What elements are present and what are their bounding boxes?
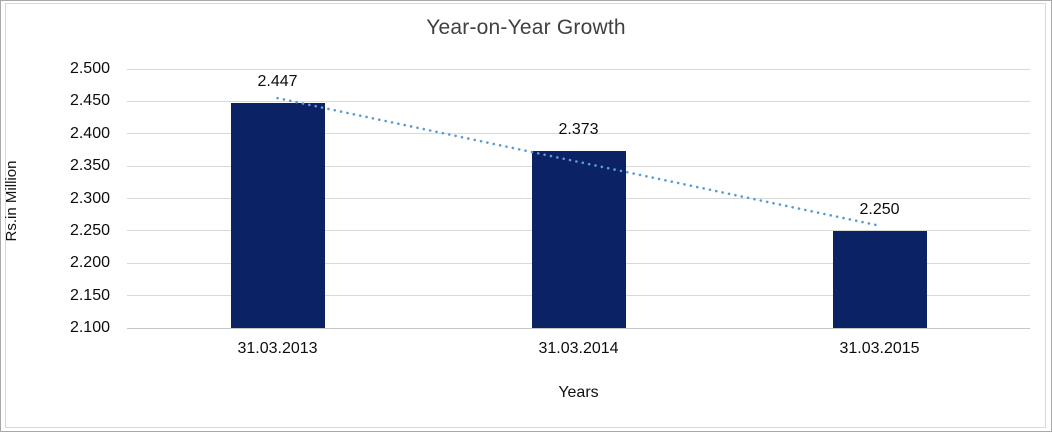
y-tick-label: 2.450 [69,92,110,110]
bar-data-label: 2.447 [257,73,298,91]
y-tick-label: 2.150 [69,286,110,304]
bar-31.03.2014 [531,151,626,328]
x-axis-title: Years [558,384,599,401]
bar-31.03.2015 [832,230,927,328]
y-tick-label: 2.350 [69,157,110,175]
y-tick-label: 2.200 [69,254,110,272]
gridline [127,133,1030,135]
plot-area: 2.447 2.373 2.250 [127,68,1030,329]
y-tick-label: 2.100 [69,319,110,336]
trendline [276,96,881,227]
chart-title: Year-on-Year Growth [426,16,626,39]
bar-data-label: 2.250 [859,200,900,218]
gridline [127,327,1030,329]
y-tick-label: 2.250 [69,221,110,239]
x-category-label: 31.03.2013 [237,340,318,357]
trendline-layer [276,96,881,227]
bar-data-label: 2.373 [558,121,599,139]
gridline [127,100,1030,102]
y-tick-label: 2.400 [69,124,110,142]
bar-31.03.2013 [230,103,325,328]
x-category-label: 31.03.2014 [538,340,619,357]
gridline [127,68,1030,70]
y-tick-label: 2.500 [69,60,110,77]
x-category-label: 31.03.2015 [839,340,920,357]
y-tick-label: 2.300 [69,189,110,207]
